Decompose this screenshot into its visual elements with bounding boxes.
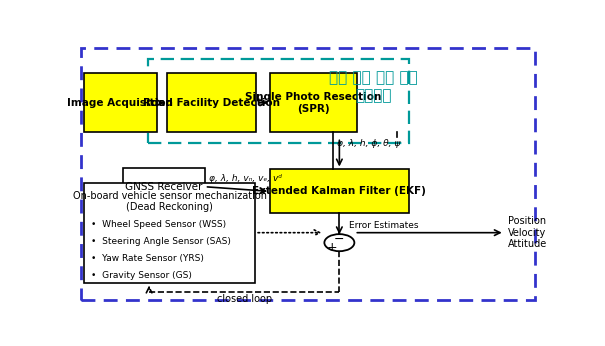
Text: −: − <box>334 233 345 246</box>
Bar <box>84 73 157 132</box>
Text: Single Photo Resection
(SPR): Single Photo Resection (SPR) <box>246 92 382 113</box>
Bar <box>167 73 256 132</box>
Text: •  Gravity Sensor (GS): • Gravity Sensor (GS) <box>91 272 192 281</box>
Bar <box>122 168 204 206</box>
Bar <box>84 183 255 283</box>
Circle shape <box>324 234 355 251</box>
Text: •  Wheel Speed Sensor (WSS): • Wheel Speed Sensor (WSS) <box>91 219 226 228</box>
Text: On-board vehicle sensor mechanization: On-board vehicle sensor mechanization <box>73 191 267 201</box>
Text: φ, λ, h, ϕ, θ, ψ: φ, λ, h, ϕ, θ, ψ <box>338 139 401 148</box>
Text: +: + <box>327 241 337 254</box>
Bar <box>270 73 357 132</box>
Text: closed loop: closed loop <box>217 294 272 304</box>
Text: 영상 기반 측위 보조
알고리즘: 영상 기반 측위 보조 알고리즘 <box>329 71 417 103</box>
Text: Image Acquisition: Image Acquisition <box>68 98 174 108</box>
Bar <box>148 59 408 143</box>
Text: Position
Velocity
Attitude: Position Velocity Attitude <box>508 216 547 249</box>
Text: Error Estimates: Error Estimates <box>348 221 418 230</box>
Text: •  Steering Angle Sensor (SAS): • Steering Angle Sensor (SAS) <box>91 237 231 246</box>
Text: •  Yaw Rate Sensor (YRS): • Yaw Rate Sensor (YRS) <box>91 254 204 263</box>
Text: GNSS Receiver: GNSS Receiver <box>125 182 202 192</box>
Text: (Dead Reckoning): (Dead Reckoning) <box>126 202 213 212</box>
Text: φ, λ, h, vₙ, vₑ, vᵈ: φ, λ, h, vₙ, vₑ, vᵈ <box>209 174 283 183</box>
Bar <box>270 170 408 213</box>
Text: Extended Kalman Filter (EKF): Extended Kalman Filter (EKF) <box>252 186 427 197</box>
Text: Road Facility Detection: Road Facility Detection <box>143 98 280 108</box>
